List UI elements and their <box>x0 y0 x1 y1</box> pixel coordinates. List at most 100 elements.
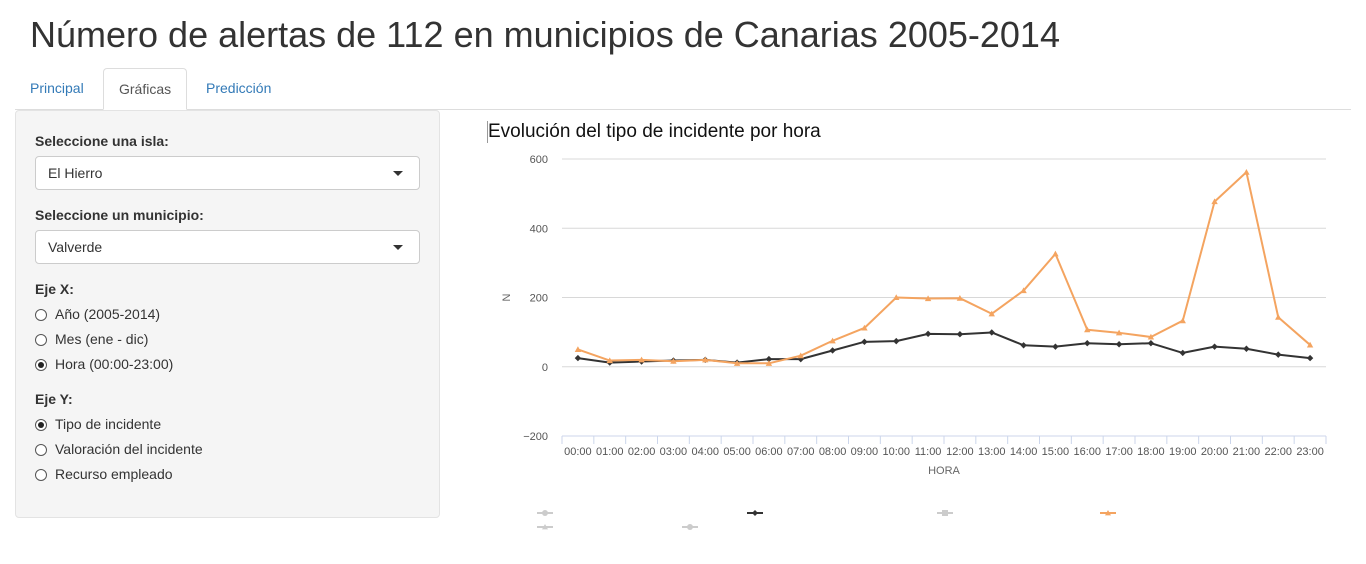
legend-marker <box>752 510 758 516</box>
data-point <box>893 294 900 301</box>
legend-marker <box>942 510 948 516</box>
data-point <box>988 329 995 336</box>
legend-marker <box>542 510 548 516</box>
island-select-value: El Hierro <box>48 165 103 181</box>
x-tick-label: 09:00 <box>851 446 879 458</box>
x-tick-label: 15:00 <box>1042 446 1070 458</box>
x-tick-label: 22:00 <box>1264 446 1292 458</box>
data-point <box>924 330 932 338</box>
x-tick-label: 00:00 <box>564 446 592 458</box>
data-point <box>1115 341 1123 348</box>
x-tick-label: 05:00 <box>723 446 751 458</box>
tab-prediccion[interactable]: Predicción <box>206 80 272 96</box>
tab-principal[interactable]: Principal <box>30 80 84 96</box>
x-tick-label: 06:00 <box>755 446 783 458</box>
x-tick-label: 08:00 <box>819 446 847 458</box>
radio-label: Hora (00:00-23:00) <box>55 356 174 372</box>
y-tick-label: 600 <box>530 154 548 166</box>
data-point <box>733 360 741 366</box>
data-point <box>765 355 773 363</box>
x-tick-label: 16:00 <box>1073 446 1101 458</box>
radio-label: Tipo de incidente <box>55 416 162 432</box>
x-tick-label: 12:00 <box>946 446 974 458</box>
radio-icon <box>35 469 47 481</box>
y-axis-label: Eje Y: <box>35 391 73 407</box>
caret-down-icon <box>393 171 403 176</box>
data-point <box>1020 342 1027 349</box>
data-point <box>1052 343 1059 350</box>
radio-selected-icon <box>35 419 47 431</box>
data-point <box>1243 345 1250 352</box>
radio-label: Año (2005-2014) <box>55 306 161 322</box>
series-line-1 <box>577 171 1311 365</box>
y-axis-title: N <box>501 293 513 301</box>
x-tick-label: 01:00 <box>596 446 624 458</box>
series-line-0 <box>577 331 1311 364</box>
data-point <box>1052 250 1059 257</box>
data-point <box>1115 329 1123 336</box>
tab-graficas[interactable]: Gráficas <box>103 68 188 110</box>
municipality-select[interactable]: Valverde <box>35 230 420 264</box>
data-point <box>1275 314 1282 320</box>
data-point <box>1084 340 1091 347</box>
island-select[interactable]: El Hierro <box>35 156 420 190</box>
x-tick-label: 04:00 <box>691 446 719 458</box>
x-tick-label: 20:00 <box>1201 446 1229 458</box>
x-tick-label: 21:00 <box>1233 446 1261 458</box>
data-point <box>574 354 582 362</box>
x-tick-label: 07:00 <box>787 446 815 458</box>
data-point <box>861 338 868 346</box>
x-tick-label: 03:00 <box>660 446 688 458</box>
municipality-select-value: Valverde <box>48 239 103 255</box>
y-tick-label: −200 <box>523 431 548 443</box>
data-point <box>956 331 964 338</box>
y-tick-label: 200 <box>530 293 548 305</box>
data-point <box>1275 351 1282 358</box>
data-point <box>829 347 836 354</box>
x-axis-label: Eje X: <box>35 281 74 297</box>
data-point <box>1306 341 1314 348</box>
island-label: Seleccione una isla: <box>35 133 169 149</box>
x-tick-label: 14:00 <box>1010 446 1038 458</box>
x-tick-label: 11:00 <box>915 446 942 458</box>
radio-selected-icon <box>35 359 47 371</box>
radio-label: Mes (ene - dic) <box>55 331 149 347</box>
data-point <box>988 310 995 317</box>
data-point <box>829 337 836 344</box>
legend-marker <box>687 524 693 530</box>
data-point <box>1179 349 1186 357</box>
x-tick-label: 18:00 <box>1137 446 1165 458</box>
data-point <box>1084 326 1091 333</box>
x-tick-label: 13:00 <box>978 446 1006 458</box>
radio-label: Valoración del incidente <box>55 441 203 457</box>
caret-down-icon <box>393 245 403 250</box>
sidebar-panel: Seleccione una isla: El Hierro Seleccion… <box>15 110 440 518</box>
radio-icon <box>35 444 47 456</box>
legend-marker <box>1105 510 1111 516</box>
data-point <box>1211 198 1218 205</box>
data-point <box>1147 340 1155 347</box>
data-point <box>797 352 804 359</box>
data-point <box>702 356 709 363</box>
radio-label: Recurso empleado <box>55 466 173 482</box>
data-point <box>670 358 677 364</box>
data-point <box>1211 343 1218 350</box>
data-point <box>1306 354 1314 362</box>
data-point <box>861 324 868 331</box>
chart-title: Evolución del tipo de incidente por hora <box>487 121 821 143</box>
x-tick-label: 02:00 <box>628 446 656 458</box>
radio-icon <box>35 309 47 321</box>
page-title: Número de alertas de 112 en municipios d… <box>30 14 1060 55</box>
data-point <box>765 360 773 366</box>
data-point <box>1243 168 1250 175</box>
data-point <box>1020 287 1027 294</box>
data-point <box>1179 317 1186 324</box>
legend-marker <box>542 524 548 530</box>
data-point <box>606 357 613 364</box>
x-tick-label: 19:00 <box>1169 446 1197 458</box>
x-tick-label: 23:00 <box>1296 446 1324 458</box>
y-tick-label: 0 <box>542 362 548 374</box>
x-axis-title: HORA <box>928 465 960 477</box>
x-tick-label: 10:00 <box>882 446 910 458</box>
